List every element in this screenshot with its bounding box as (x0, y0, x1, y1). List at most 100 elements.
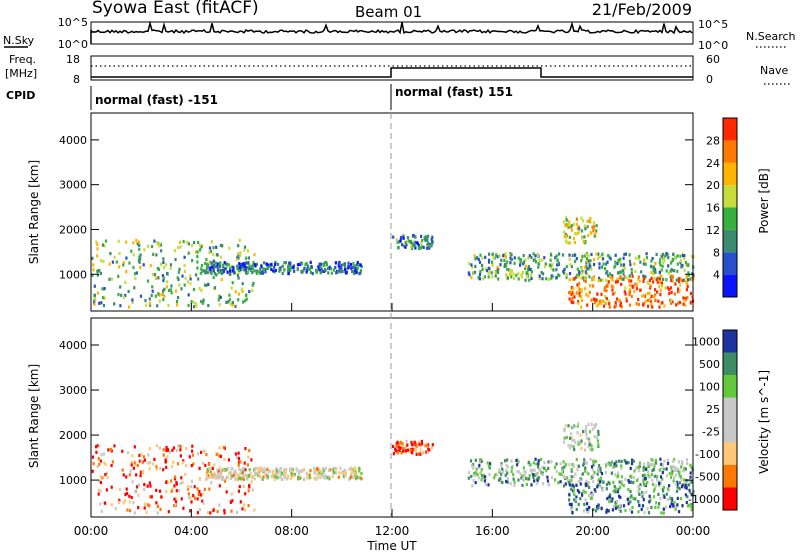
echo-cell (173, 497, 176, 501)
echo-cell (599, 476, 602, 480)
echo-cell (96, 254, 99, 258)
echo-cell (618, 503, 621, 507)
echo-cell (684, 493, 687, 497)
echo-cell (496, 268, 499, 272)
echo-cell (245, 265, 248, 270)
echo-cell (253, 508, 256, 512)
echo-cell (528, 254, 531, 258)
echo-cell (212, 246, 215, 250)
echo-cell (662, 507, 666, 511)
echo-cell (644, 467, 648, 471)
echo-cell (543, 466, 546, 470)
echo-cell (206, 469, 209, 474)
echo-cell (481, 267, 484, 271)
echo-cell (660, 301, 663, 305)
echo-cell (252, 281, 255, 285)
echo-cell (431, 242, 434, 246)
echo-cell (647, 473, 650, 477)
echo-cell (690, 493, 693, 497)
echo-cell (162, 276, 165, 280)
echo-cell (237, 463, 240, 467)
echo-cell (419, 452, 422, 456)
echo-cell (144, 299, 147, 303)
echo-cell (649, 297, 652, 301)
echo-cell (208, 267, 211, 271)
echo-cell (574, 499, 577, 503)
echo-cell (338, 471, 341, 475)
echo-cell (637, 489, 640, 493)
echo-cell (168, 450, 171, 454)
echo-cell (97, 488, 100, 492)
echo-cell (590, 496, 593, 500)
echo-cell (271, 470, 274, 474)
echo-cell (577, 440, 580, 444)
echo-cell (206, 271, 209, 275)
echo-cell (662, 261, 665, 265)
echo-cell (200, 267, 203, 271)
echo-cell (339, 466, 342, 470)
echo-cell (165, 490, 168, 494)
echo-cell (671, 503, 674, 507)
echo-cell (595, 423, 598, 427)
echo-cell (580, 446, 583, 450)
echo-cell (208, 462, 211, 466)
echo-cell (601, 257, 605, 261)
echo-cell (663, 304, 666, 308)
echo-cell (587, 234, 590, 238)
echo-cell (641, 494, 644, 499)
echo-cell (635, 466, 638, 470)
echo-cell (174, 500, 178, 504)
echo-cell (156, 241, 159, 245)
echo-cell (500, 472, 503, 476)
echo-cell (637, 297, 640, 302)
echo-cell (392, 235, 395, 239)
echo-cell (237, 298, 240, 302)
echo-cell (181, 480, 184, 484)
echo-cell (622, 272, 625, 276)
echo-cell (199, 271, 202, 275)
echo-cell (500, 258, 503, 262)
echo-cell (526, 274, 529, 279)
echo-cell (175, 480, 178, 485)
echo-cell (663, 259, 666, 263)
echo-cell (587, 294, 590, 298)
echo-cell (528, 267, 531, 271)
echo-cell (136, 242, 139, 246)
echo-cell (160, 262, 163, 266)
echo-cell (113, 444, 116, 448)
echo-cell (148, 504, 151, 508)
echo-cell (563, 235, 566, 239)
echo-cell (346, 266, 349, 271)
echo-cell (211, 475, 214, 479)
echo-cell (575, 222, 578, 226)
echo-cell (299, 476, 302, 480)
echo-cell (618, 480, 621, 484)
echo-cell (179, 482, 182, 486)
echo-cell (176, 303, 179, 307)
echo-cell (565, 275, 568, 279)
echo-cell (167, 510, 170, 514)
echo-cell (101, 243, 104, 247)
echo-cell (510, 459, 513, 463)
echo-cell (228, 246, 231, 250)
echo-cell (211, 473, 214, 477)
echo-cell (212, 263, 215, 267)
echo-cell (620, 263, 623, 267)
echo-cell (540, 270, 543, 275)
echo-cell (672, 465, 675, 469)
echo-cell (175, 300, 179, 304)
echo-cell (655, 501, 658, 505)
echo-cell (143, 487, 146, 491)
echo-cell (430, 446, 434, 450)
echo-cell (199, 248, 202, 252)
echo-cell (219, 295, 222, 299)
echo-cell (573, 493, 576, 497)
echo-cell (605, 297, 608, 301)
echo-cell (527, 256, 530, 260)
echo-cell (605, 283, 608, 287)
echo-cell (641, 491, 644, 495)
echo-cell (392, 444, 395, 449)
echo-cell (507, 465, 510, 469)
echo-cell (659, 274, 662, 278)
echo-cell (596, 467, 600, 471)
